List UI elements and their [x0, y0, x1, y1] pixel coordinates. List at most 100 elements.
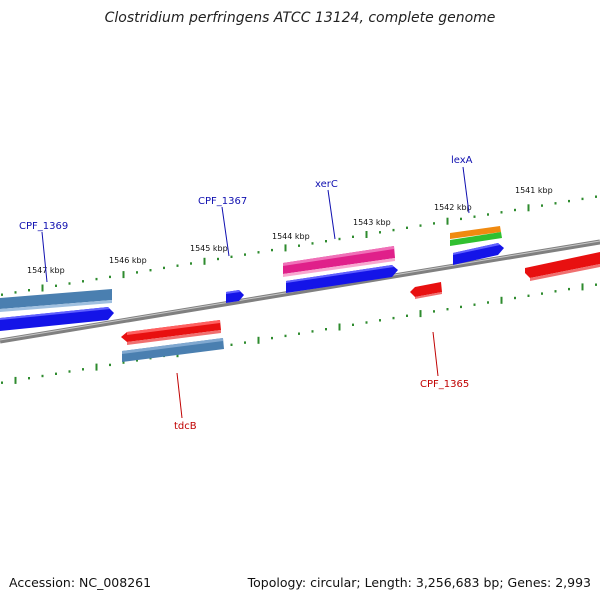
gene-label-xerc: xerC [315, 179, 338, 190]
kbp-label-1545: 1545 kbp [190, 244, 228, 253]
track-tick [500, 211, 503, 214]
kbp-label-1542: 1542 kbp [434, 203, 472, 212]
gene-label-tdcb: tdcB [174, 421, 197, 432]
track-tick [82, 368, 84, 371]
track-tick [338, 323, 341, 331]
track-tick [284, 244, 287, 252]
gene-feature-blue-3 [286, 265, 398, 293]
gene-features [0, 226, 600, 362]
gene-label-lexa: lexA [451, 155, 473, 166]
track-tick [14, 376, 17, 384]
track-tick [271, 336, 273, 340]
track-tick [163, 266, 165, 270]
track-tick [541, 204, 543, 207]
track-tick [514, 296, 516, 300]
track-tick [392, 228, 395, 232]
track-tick [581, 283, 584, 291]
track-tick [41, 374, 44, 378]
gene-feature-orange [450, 226, 501, 239]
track-tick [595, 195, 597, 198]
track-tick [554, 202, 557, 205]
track-tick [136, 359, 138, 362]
track-tick [379, 319, 381, 322]
track-tick [95, 277, 98, 281]
track-tick [568, 199, 570, 203]
gene-feature-red-2 [410, 282, 442, 299]
track-tick [149, 269, 152, 272]
track-tick [487, 213, 489, 216]
track-tick [352, 235, 354, 238]
track-tick [190, 262, 192, 265]
track-tick [230, 343, 233, 346]
track-tick [311, 242, 314, 245]
track-tick [1, 293, 3, 296]
track-tick [122, 271, 125, 279]
track-tick [379, 231, 381, 234]
track-tick [325, 240, 327, 243]
track-tick [568, 287, 570, 291]
gene-feature-red-3 [121, 320, 221, 345]
gene-labels: CPF_1369 CPF_1367 xerC lexA tdcB CPF_136… [19, 155, 473, 432]
track-tick [514, 208, 516, 212]
track-tick [244, 341, 246, 344]
track-tick [527, 294, 530, 297]
track-tick [460, 217, 462, 221]
track-tick [487, 301, 489, 304]
track-tick [554, 290, 557, 293]
track-tick [433, 222, 435, 225]
track-tick [68, 282, 71, 285]
track-tick [392, 316, 395, 320]
track-tick [419, 224, 422, 227]
map-title: Clostridium perfringens ATCC 13124, comp… [104, 10, 496, 26]
track-tick [365, 321, 368, 324]
track-tick [176, 264, 179, 267]
track-tick [82, 280, 84, 283]
track-tick [460, 305, 462, 309]
track-tick [595, 283, 597, 286]
track-tick [257, 336, 260, 344]
track-tick [122, 361, 125, 364]
gene-label-cpf-1367: CPF_1367 [198, 196, 247, 207]
gene-feature-green [450, 232, 502, 246]
track-tick [109, 363, 111, 367]
track-tick [244, 253, 246, 256]
kbp-label-1541: 1541 kbp [515, 186, 553, 195]
track-tick [14, 291, 17, 294]
track-tick [298, 332, 300, 335]
track-tick [203, 257, 206, 265]
track-tick [352, 323, 354, 326]
track-tick [473, 303, 476, 306]
gene-feature-steel-2 [122, 338, 224, 362]
genome-summary-text: Topology: circular; Length: 3,256,683 bp… [247, 575, 591, 590]
gene-feature-blue-4 [453, 243, 504, 265]
track-tick [365, 231, 368, 238]
track-tick [473, 215, 476, 218]
gene-feature-blue-1 [0, 307, 114, 331]
track-tick [230, 255, 233, 258]
track-tick [433, 310, 435, 313]
label-connectors [41, 166, 470, 419]
track-tick [541, 292, 543, 295]
gene-feature-pink [283, 246, 395, 277]
track-tick [298, 244, 300, 247]
track-tick [581, 197, 584, 201]
gene-feature-blue-2 [226, 290, 244, 303]
track-tick [271, 248, 273, 252]
track-tick [446, 217, 449, 225]
track-tick [109, 275, 111, 279]
kbp-label-1544: 1544 kbp [272, 232, 310, 241]
tick-track-top [1, 195, 597, 296]
track-tick [68, 370, 71, 373]
track-tick [500, 296, 503, 304]
gene-feature-steel-1 [0, 289, 112, 312]
accession-text: Accession: NC_008261 [9, 575, 152, 590]
track-tick [136, 271, 138, 274]
gene-label-cpf-1365: CPF_1365 [420, 379, 469, 390]
kbp-label-1546: 1546 kbp [109, 256, 147, 265]
track-tick [41, 284, 44, 292]
track-tick [338, 237, 341, 241]
track-tick [406, 226, 408, 229]
track-tick [284, 334, 287, 338]
track-tick [217, 257, 219, 261]
